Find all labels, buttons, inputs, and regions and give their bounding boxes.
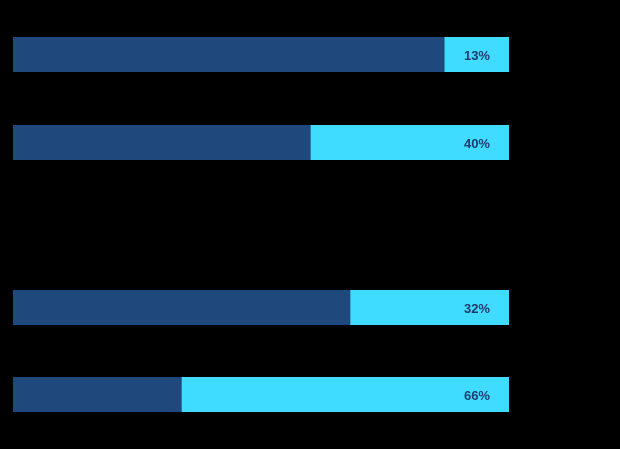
bar-segment [13, 125, 311, 160]
bar-segment [13, 377, 182, 412]
value-label: 32% [464, 301, 490, 316]
bar-segment [13, 290, 351, 325]
value-label: 13% [464, 48, 490, 63]
bar-segment [350, 290, 509, 325]
bar-segment [13, 37, 445, 72]
bar-segment [181, 377, 509, 412]
bar-segment [444, 37, 509, 72]
value-label: 66% [464, 388, 490, 403]
bar-segment [310, 125, 509, 160]
value-label: 40% [464, 136, 490, 151]
